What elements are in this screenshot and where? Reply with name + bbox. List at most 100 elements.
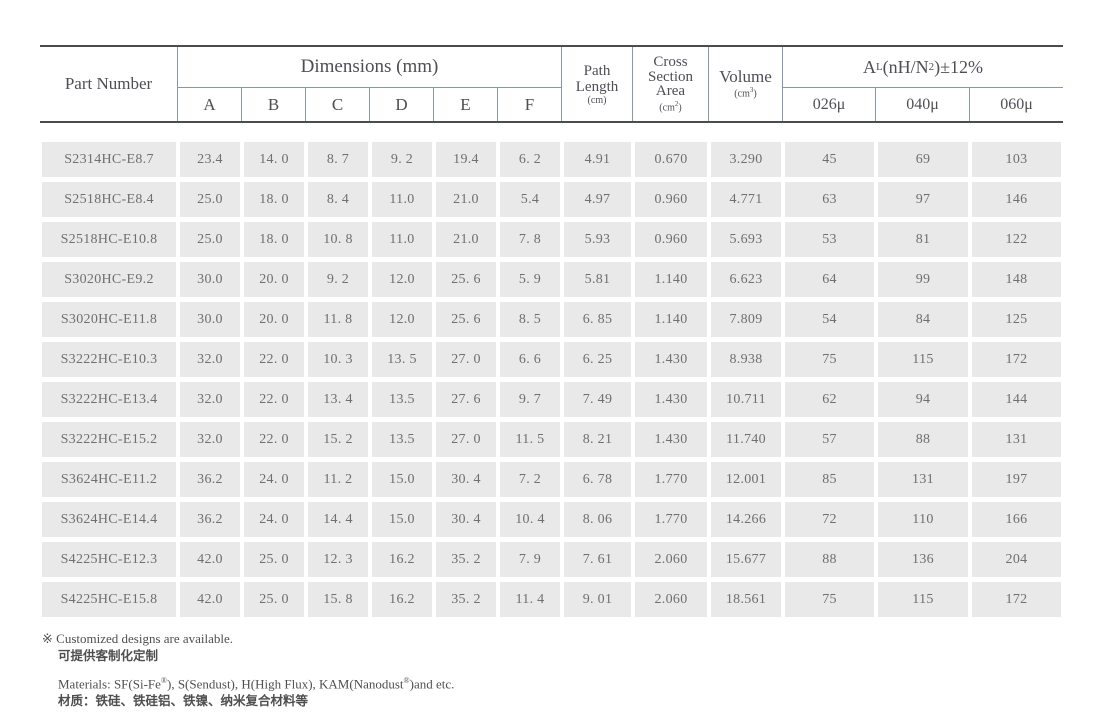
volume-label: Volume — [719, 67, 772, 87]
table-row: S2518HC-E10.8 25.0 18. 0 10. 8 11.0 21.0… — [40, 222, 1063, 257]
cell-volume: 8.938 — [709, 342, 783, 377]
cell-cross-section: 1.140 — [633, 302, 709, 337]
column-header-026u: 026μ — [783, 88, 876, 121]
column-header-dim-b: B — [242, 88, 306, 121]
cell-dim-c: 13. 4 — [306, 382, 370, 417]
cell-dim-f: 11. 5 — [498, 422, 562, 457]
registered-mark-icon: ® — [160, 676, 167, 685]
cross-section-unit: (cm2) — [659, 99, 682, 113]
cell-part-number: S3624HC-E11.2 — [40, 462, 178, 497]
cell-dim-d: 13.5 — [370, 422, 434, 457]
table-row: S3222HC-E15.2 32.0 22. 0 15. 2 13.5 27. … — [40, 422, 1063, 457]
cell-path-length: 6. 85 — [562, 302, 633, 337]
column-header-dim-c: C — [306, 88, 370, 121]
cell-dim-c: 11. 2 — [306, 462, 370, 497]
note-materials-en: Materials: SF(Si-Fe®), S(Sendust), H(Hig… — [58, 676, 455, 692]
cell-volume: 6.623 — [709, 262, 783, 297]
cell-al-026u: 75 — [783, 582, 876, 617]
cell-cross-section: 2.060 — [633, 582, 709, 617]
cell-al-026u: 85 — [783, 462, 876, 497]
table-row: S4225HC-E15.8 42.0 25. 0 15. 8 16.2 35. … — [40, 582, 1063, 617]
cell-dim-b: 25. 0 — [242, 542, 306, 577]
cross-section-line2: Section — [648, 68, 693, 85]
cross-section-line3: Area — [655, 83, 686, 100]
cell-path-length: 9. 01 — [562, 582, 633, 617]
cell-volume: 4.771 — [709, 182, 783, 217]
table-row: S2314HC-E8.7 23.4 14. 0 8. 7 9. 2 19.4 6… — [40, 142, 1063, 177]
cell-dim-e: 35. 2 — [434, 582, 498, 617]
cell-dim-e: 27. 0 — [434, 422, 498, 457]
cell-al-026u: 53 — [783, 222, 876, 257]
cell-dim-b: 25. 0 — [242, 582, 306, 617]
cell-dim-e: 25. 6 — [434, 262, 498, 297]
cell-dim-a: 32.0 — [178, 382, 242, 417]
cell-dim-e: 19.4 — [434, 142, 498, 177]
cell-al-060u: 204 — [970, 542, 1063, 577]
cell-dim-c: 14. 4 — [306, 502, 370, 537]
cell-dim-e: 21.0 — [434, 182, 498, 217]
cell-al-040u: 115 — [876, 342, 970, 377]
cell-dim-c: 11. 8 — [306, 302, 370, 337]
column-header-dim-a: A — [178, 88, 242, 121]
cell-volume: 5.693 — [709, 222, 783, 257]
table-row: S3222HC-E10.3 32.0 22. 0 10. 3 13. 5 27.… — [40, 342, 1063, 377]
cell-cross-section: 0.960 — [633, 182, 709, 217]
column-header-dim-e: E — [434, 88, 498, 121]
cell-dim-a: 42.0 — [178, 542, 242, 577]
cell-al-040u: 97 — [876, 182, 970, 217]
column-header-volume: Volume (cm3) — [709, 47, 783, 121]
cell-al-026u: 88 — [783, 542, 876, 577]
cell-part-number: S3222HC-E13.4 — [40, 382, 178, 417]
cell-al-060u: 125 — [970, 302, 1063, 337]
cell-dim-d: 13. 5 — [370, 342, 434, 377]
note-customized-cn: 可提供客制化定制 — [58, 648, 159, 663]
cell-dim-b: 20. 0 — [242, 302, 306, 337]
cell-part-number: S2518HC-E8.4 — [40, 182, 178, 217]
cell-dim-d: 12.0 — [370, 262, 434, 297]
cell-volume: 10.711 — [709, 382, 783, 417]
cell-al-040u: 115 — [876, 582, 970, 617]
cell-dim-f: 7. 2 — [498, 462, 562, 497]
table-row: S3624HC-E11.2 36.2 24. 0 11. 2 15.0 30. … — [40, 462, 1063, 497]
cell-al-060u: 148 — [970, 262, 1063, 297]
cell-volume: 15.677 — [709, 542, 783, 577]
cell-dim-f: 8. 5 — [498, 302, 562, 337]
cell-dim-d: 15.0 — [370, 502, 434, 537]
cell-cross-section: 0.670 — [633, 142, 709, 177]
cell-dim-a: 42.0 — [178, 582, 242, 617]
cell-al-026u: 75 — [783, 342, 876, 377]
column-header-cross-section: Cross Section Area (cm2) — [633, 47, 709, 121]
cell-dim-f: 7. 8 — [498, 222, 562, 257]
cell-dim-b: 24. 0 — [242, 502, 306, 537]
column-header-060u: 060μ — [1000, 95, 1033, 113]
cell-dim-d: 12.0 — [370, 302, 434, 337]
table-row: S3020HC-E11.8 30.0 20. 0 11. 8 12.0 25. … — [40, 302, 1063, 337]
cell-al-040u: 69 — [876, 142, 970, 177]
cell-path-length: 5.81 — [562, 262, 633, 297]
cell-dim-c: 8. 7 — [306, 142, 370, 177]
cell-dim-f: 7. 9 — [498, 542, 562, 577]
cell-part-number: S3624HC-E14.4 — [40, 502, 178, 537]
cell-volume: 7.809 — [709, 302, 783, 337]
cell-al-040u: 110 — [876, 502, 970, 537]
cell-dim-a: 23.4 — [178, 142, 242, 177]
cell-al-026u: 57 — [783, 422, 876, 457]
cell-volume: 12.001 — [709, 462, 783, 497]
cell-dim-f: 5. 9 — [498, 262, 562, 297]
cell-dim-f: 11. 4 — [498, 582, 562, 617]
path-length-line2: Length — [575, 78, 619, 95]
cell-path-length: 7. 61 — [562, 542, 633, 577]
column-header-part-number: Part Number — [40, 47, 178, 121]
cell-al-060u: 166 — [970, 502, 1063, 537]
cell-volume: 18.561 — [709, 582, 783, 617]
cell-dim-a: 30.0 — [178, 302, 242, 337]
cell-dim-c: 8. 4 — [306, 182, 370, 217]
cell-dim-a: 32.0 — [178, 342, 242, 377]
cell-dim-b: 20. 0 — [242, 262, 306, 297]
cell-al-040u: 81 — [876, 222, 970, 257]
cell-path-length: 4.91 — [562, 142, 633, 177]
cell-dim-b: 14. 0 — [242, 142, 306, 177]
cell-dim-f: 9. 7 — [498, 382, 562, 417]
cell-dim-e: 35. 2 — [434, 542, 498, 577]
